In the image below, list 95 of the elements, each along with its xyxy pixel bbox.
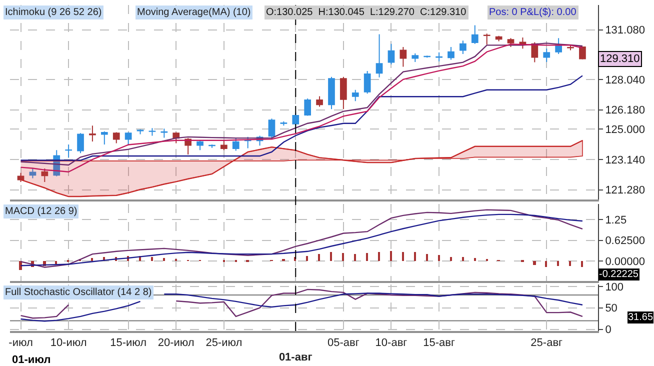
annotation: 129.310 xyxy=(600,53,640,65)
bar xyxy=(378,252,380,262)
bar xyxy=(151,257,153,262)
x-tick-label: 20-июл xyxy=(158,337,194,350)
candlestick xyxy=(460,40,466,54)
bar xyxy=(474,258,476,262)
candlestick xyxy=(579,46,586,60)
bar xyxy=(366,253,368,262)
x-tick-label: 10-авг xyxy=(375,337,408,350)
candlestick xyxy=(519,36,526,50)
annotation: Ichimoku (9 26 52 26) xyxy=(5,7,102,18)
y-tick-label: 126.180 xyxy=(605,104,645,117)
y-tick-label: 128.040 xyxy=(605,74,645,86)
bar xyxy=(545,261,547,268)
candlestick xyxy=(400,46,407,68)
bar xyxy=(450,257,452,262)
candlestick xyxy=(352,89,359,102)
candlestick xyxy=(232,138,240,152)
y-tick-label: 125.000 xyxy=(605,124,645,136)
bar xyxy=(306,256,308,262)
candlestick xyxy=(555,38,562,54)
bar xyxy=(91,258,93,262)
bar xyxy=(438,255,440,262)
candlestick xyxy=(376,34,383,78)
candlestick xyxy=(567,44,574,51)
candlestick xyxy=(507,38,514,48)
candlestick xyxy=(112,132,120,144)
y-tick-label: 131.080 xyxy=(605,24,645,37)
bar xyxy=(569,261,571,266)
candlestick xyxy=(89,125,96,142)
y-tick-label: 0.62500 xyxy=(605,235,645,248)
candlestick xyxy=(280,120,288,126)
candlestick xyxy=(268,118,276,140)
text: -0.22225 xyxy=(599,269,639,280)
x-tick-label: 15-авг xyxy=(423,337,455,350)
bar xyxy=(390,251,392,262)
x-tick-label: 01-авг xyxy=(278,352,313,364)
text: 01-июл xyxy=(12,354,51,366)
candlestick xyxy=(160,128,168,138)
bar xyxy=(55,261,57,264)
candlestick xyxy=(388,43,395,65)
annotation: Moving Average(MA) (10) xyxy=(137,7,251,18)
candlestick xyxy=(364,70,371,94)
candlestick xyxy=(148,128,156,136)
bar xyxy=(533,261,536,266)
candlestick xyxy=(65,144,72,158)
candlestick xyxy=(340,76,347,110)
candlestick xyxy=(41,168,48,182)
annotation: Full Stochastic Oscillator (14 2 8) xyxy=(5,287,152,298)
x-tick-label: 25-авг xyxy=(530,337,563,350)
candlestick xyxy=(328,76,335,110)
x-tick-label: 15-июл xyxy=(110,337,147,350)
bar xyxy=(414,252,416,262)
x-tick-label: -июл xyxy=(8,337,33,350)
candlestick xyxy=(292,112,300,128)
annotation: Pos: 0 P&L($): 0.00 xyxy=(489,7,577,18)
candlestick xyxy=(471,24,478,44)
bar xyxy=(581,261,583,268)
y-tick-label: 121.280 xyxy=(605,184,645,197)
bar xyxy=(163,258,165,262)
x-tick-label: 10-июл xyxy=(50,337,87,350)
annotation: MACD (12 26 9) xyxy=(5,206,78,217)
line-series xyxy=(20,75,584,161)
bar xyxy=(426,254,428,262)
candlestick xyxy=(543,48,550,62)
bar xyxy=(342,253,344,262)
bar xyxy=(330,252,332,262)
candlestick xyxy=(136,128,144,135)
x-tick-label: 05-авг xyxy=(328,337,360,350)
candlestick xyxy=(436,52,442,62)
candlestick xyxy=(196,140,204,151)
candlestick xyxy=(448,46,454,60)
bar xyxy=(318,254,320,262)
candlestick xyxy=(316,96,323,108)
candlestick xyxy=(124,132,132,145)
candlestick xyxy=(483,33,490,46)
x-tick-label: 25-июл xyxy=(206,337,242,350)
y-tick-label: 0 xyxy=(605,324,612,336)
y-tick-label: 0.00000 xyxy=(605,256,645,268)
y-tick-label: 123.140 xyxy=(605,154,645,166)
candlestick xyxy=(304,98,312,116)
annotation: O:130.025 H:130.045 L:129.270 C:129.310 xyxy=(266,7,467,18)
bar xyxy=(462,257,464,262)
candlestick xyxy=(531,42,538,63)
bar xyxy=(354,254,356,262)
candlestick xyxy=(220,140,228,151)
text: 31.65 xyxy=(628,312,654,323)
candlestick xyxy=(77,132,84,154)
y-tick-label: 1.25 xyxy=(605,214,627,227)
candlestick xyxy=(412,52,419,62)
y-tick-label: 50 xyxy=(605,302,618,315)
y-tick-label: 100 xyxy=(605,281,624,294)
bar xyxy=(557,261,559,266)
candlestick xyxy=(100,130,108,145)
bar xyxy=(402,252,404,262)
